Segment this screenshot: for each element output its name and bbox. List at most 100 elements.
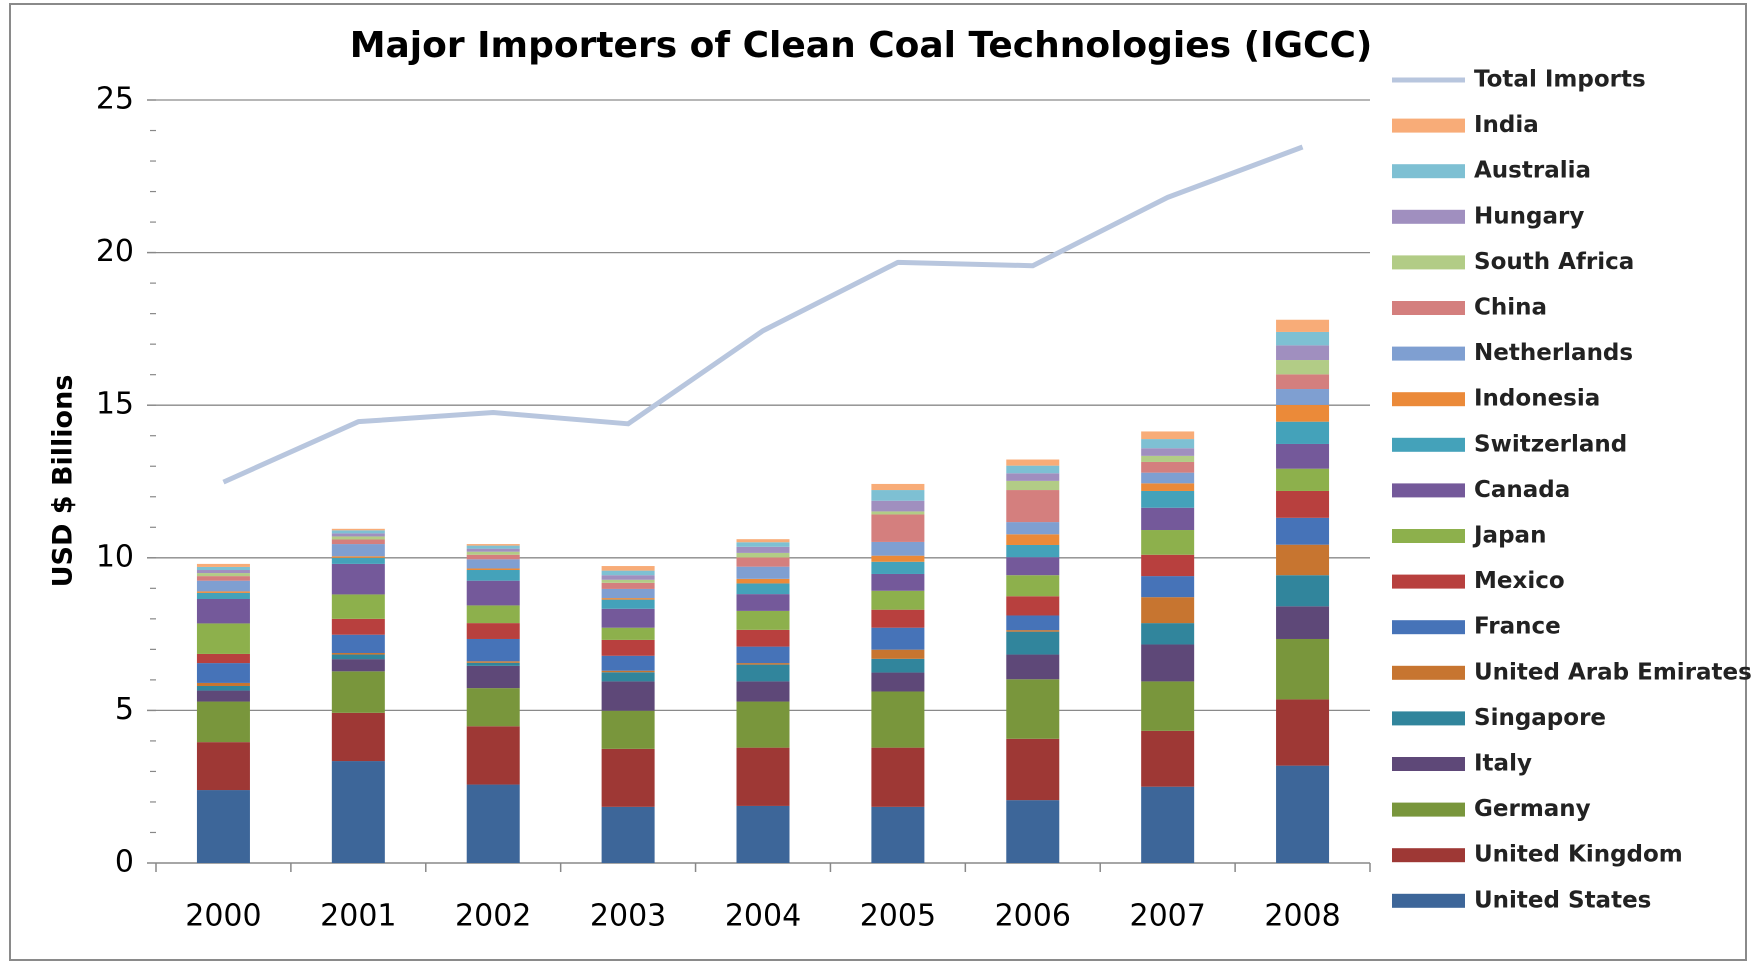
- bar-segment: [1276, 345, 1330, 361]
- legend-swatch: [1392, 665, 1465, 680]
- bar-segment: [1006, 615, 1060, 631]
- bar-segment: [601, 608, 655, 628]
- legend-swatch: [1392, 346, 1465, 361]
- bar-segment: [331, 634, 385, 654]
- bar-segment: [331, 556, 385, 558]
- legend-swatch: [1392, 893, 1465, 908]
- bar-segment: [466, 662, 520, 666]
- bar-segment: [1276, 389, 1330, 405]
- bar-segment: [331, 557, 385, 564]
- bar-segment: [466, 559, 520, 569]
- bar-segment: [196, 576, 250, 581]
- bar-segment: [601, 672, 655, 682]
- bar-segment: [871, 541, 925, 556]
- bar-segment: [1141, 507, 1195, 531]
- bar-segment: [466, 688, 520, 727]
- bar-segment: [1006, 800, 1060, 863]
- bar-segment: [736, 663, 790, 665]
- bar-segment: [871, 691, 925, 748]
- bar-segment: [601, 681, 655, 711]
- bar-segment: [601, 627, 655, 640]
- bar-segment: [1276, 765, 1330, 863]
- bar-segment: [196, 701, 250, 743]
- bar-segment: [871, 747, 925, 807]
- y-tick-label: 25: [96, 82, 134, 117]
- bar-segment: [196, 573, 250, 577]
- bar-segment: [1141, 530, 1195, 555]
- legend-swatch: [1392, 574, 1465, 589]
- bar-segment: [331, 712, 385, 762]
- bar-segment: [1276, 443, 1330, 469]
- bar-segment: [196, 685, 250, 691]
- bar-segment: [601, 710, 655, 749]
- bar-segment: [871, 649, 925, 659]
- bar-segment: [331, 659, 385, 672]
- bar-segment: [466, 568, 520, 571]
- bar-segment: [1276, 575, 1330, 607]
- x-tick-label: 2006: [995, 899, 1071, 934]
- legend-label: Indonesia: [1474, 386, 1600, 412]
- legend-label: Singapore: [1474, 705, 1606, 731]
- bar-segment: [196, 563, 250, 567]
- x-tick-label: 2000: [185, 899, 261, 934]
- bar-segment: [601, 748, 655, 807]
- bar-segment: [466, 551, 520, 555]
- bar-segment: [1006, 490, 1060, 523]
- bar-segment: [871, 573, 925, 591]
- bar-segment: [331, 563, 385, 595]
- bar-segment: [1276, 490, 1330, 518]
- bar-segment: [601, 575, 655, 580]
- bar-segment: [1276, 360, 1330, 375]
- bar-segment: [1141, 472, 1195, 484]
- legend-swatch: [1392, 301, 1465, 315]
- legend-label: United Kingdom: [1474, 842, 1683, 868]
- bar-segment: [1141, 455, 1195, 462]
- bar-segment: [736, 566, 790, 579]
- bar-segment: [196, 663, 250, 683]
- legend-label: Italy: [1474, 751, 1532, 777]
- bar-segment: [601, 570, 655, 576]
- bar-segment: [331, 544, 385, 557]
- bar-segment: [1141, 431, 1195, 440]
- legend-swatch: [1392, 118, 1465, 133]
- bar-segment: [871, 555, 925, 562]
- bar-segment: [601, 670, 655, 673]
- bar-segment: [466, 665, 520, 689]
- bar-segment: [871, 561, 925, 574]
- bar-segment: [736, 805, 790, 863]
- bar-segment: [1006, 465, 1060, 474]
- legend-label: Canada: [1474, 477, 1570, 503]
- legend-label: Total Imports: [1474, 67, 1646, 93]
- x-tick-label: 2005: [860, 899, 936, 934]
- bar-segment: [196, 690, 250, 702]
- bar-segment: [1141, 644, 1195, 682]
- bar-segment: [736, 701, 790, 748]
- legend-label: United Arab Emirates: [1474, 659, 1752, 685]
- legend-swatch: [1392, 848, 1465, 863]
- bar-segment: [871, 609, 925, 628]
- bar-segment: [331, 618, 385, 635]
- legend-swatch: [1392, 209, 1465, 224]
- legend-swatch: [1392, 483, 1465, 498]
- legend-label: China: [1474, 295, 1547, 321]
- bar-segment: [601, 588, 655, 599]
- legend-label: Hungary: [1474, 203, 1584, 229]
- bar-segment: [1006, 631, 1060, 655]
- bar-segment: [871, 806, 925, 863]
- bar-segment: [1141, 597, 1195, 624]
- bar-segment: [1276, 699, 1330, 766]
- bar-segment: [601, 806, 655, 863]
- bar-segment: [1006, 459, 1060, 466]
- bar-segment: [1141, 786, 1195, 863]
- bar-segment: [1276, 374, 1330, 390]
- bar-segment: [1276, 544, 1330, 576]
- bar-segment: [736, 583, 790, 595]
- legend-label: Switzerland: [1474, 431, 1627, 457]
- bar-segment: [466, 784, 520, 863]
- bar-segment: [871, 514, 925, 542]
- bar-segment: [736, 557, 790, 567]
- legend-swatch: [1392, 529, 1465, 543]
- bar-segment: [601, 566, 655, 571]
- y-tick-label: 5: [115, 692, 134, 727]
- bar-segment: [331, 530, 385, 534]
